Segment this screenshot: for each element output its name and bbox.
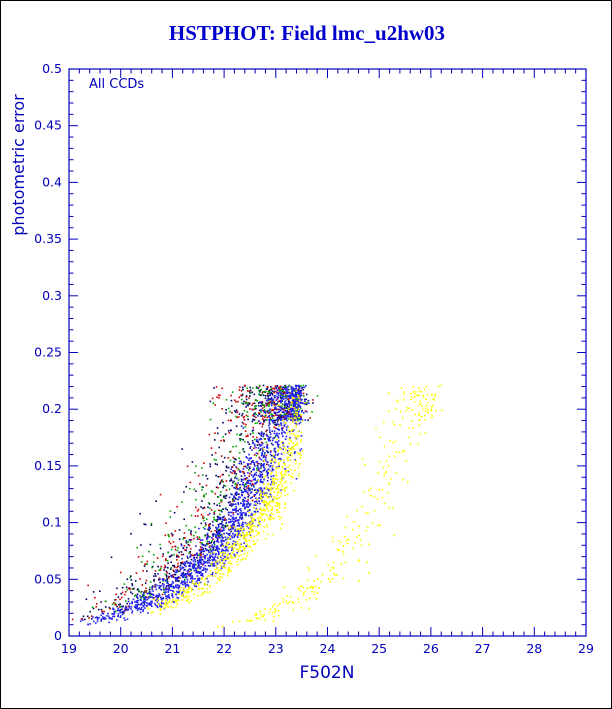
- x-tick-label: 21: [164, 641, 180, 656]
- all-ccds-annotation: All CCDs: [89, 77, 145, 92]
- x-axis-title: F502N: [299, 663, 355, 683]
- x-tick-label: 22: [216, 641, 232, 656]
- x-tick-label: 20: [113, 641, 129, 656]
- axis-ticks: [68, 68, 587, 637]
- x-tick-label: 25: [371, 641, 387, 656]
- y-tick-label: 0.05: [34, 571, 62, 586]
- x-tick-label: 28: [526, 641, 542, 656]
- y-tick-label: 0.1: [42, 515, 62, 530]
- chart-title: HSTPHOT: Field lmc_u2hw03: [168, 21, 446, 45]
- series-ccd-yellow-bright: [146, 390, 306, 616]
- y-tick-label: 0: [54, 628, 62, 643]
- y-tick-label: 0.15: [34, 458, 62, 473]
- y-tick-label: 0.35: [34, 231, 62, 246]
- y-tick-label: 0.25: [34, 345, 62, 360]
- x-tick-label: 23: [268, 641, 284, 656]
- x-tick-label: 26: [423, 641, 439, 656]
- tick-labels: 19 20 21 22 23 24 25 26 27 28 29 0 0.05 0.1 0.15 0.2 0.2…: [34, 61, 594, 656]
- y-tick-label: 0.5: [42, 61, 62, 76]
- x-tick-label: 29: [578, 641, 594, 656]
- y-tick-label: 0.2: [42, 401, 62, 416]
- y-tick-label: 0.45: [34, 118, 62, 133]
- x-tick-label: 27: [475, 641, 491, 656]
- y-tick-label: 0.4: [42, 174, 62, 189]
- x-tick-label: 24: [320, 641, 336, 656]
- x-tick-label: 19: [61, 641, 77, 656]
- series-ccd-yellow-faint: [217, 384, 443, 628]
- y-tick-label: 0.3: [42, 288, 62, 303]
- plot-frame: [68, 68, 587, 637]
- series-ccd4-blue: [79, 384, 310, 626]
